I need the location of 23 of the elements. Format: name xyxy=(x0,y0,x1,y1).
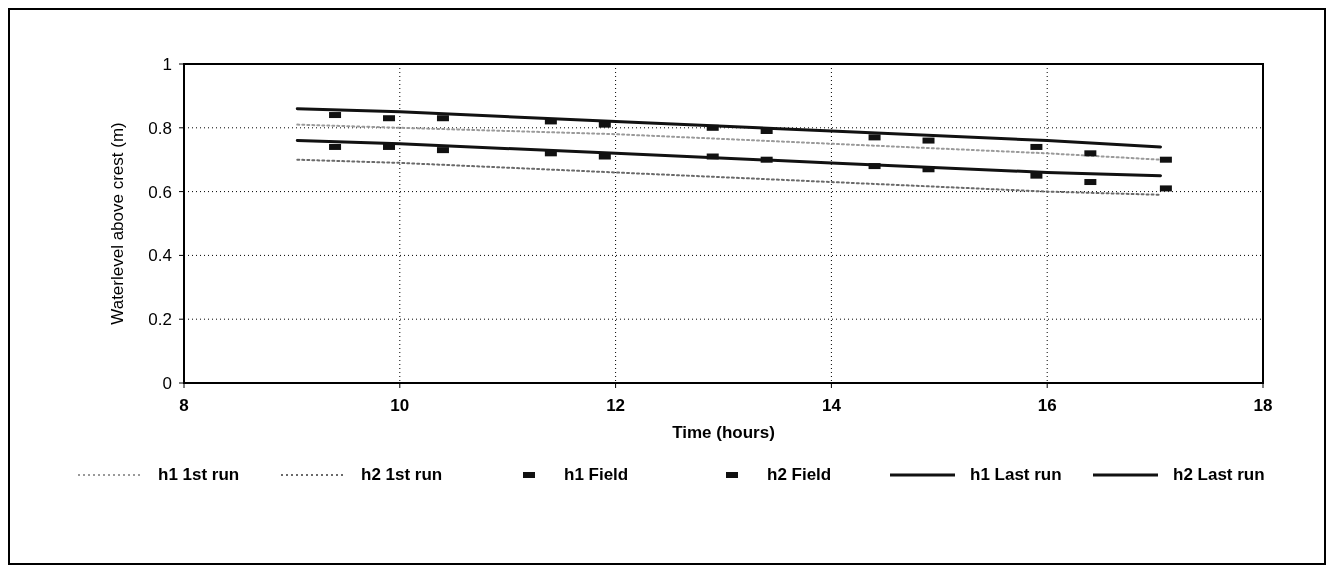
y-tick-label: 0.8 xyxy=(148,118,172,138)
legend-label: h1 Last run xyxy=(970,465,1062,484)
y-tick-label: 0.4 xyxy=(148,246,172,266)
x-tick-label: 8 xyxy=(179,396,189,415)
legend-label: h2 1st run xyxy=(361,465,443,484)
y-tick-label: 1 xyxy=(162,55,172,74)
x-tick-label: 12 xyxy=(606,396,626,415)
y-tick-label: 0 xyxy=(162,374,172,393)
y-axis-title: Waterlevel above crest (m) xyxy=(108,122,127,325)
legend-label: h1 Field xyxy=(564,465,629,484)
line-series xyxy=(295,107,1162,149)
legend-label: h2 Last run xyxy=(1173,465,1265,484)
y-tick-label: 0.6 xyxy=(148,182,172,202)
line-series xyxy=(295,139,1162,178)
x-tick-label: 14 xyxy=(821,396,842,415)
x-tick-label: 10 xyxy=(390,396,410,415)
x-axis-title: Time (hours) xyxy=(672,423,775,442)
legend-label: h1 1st run xyxy=(158,465,240,484)
y-tick-label: 0.2 xyxy=(148,310,172,330)
line-series xyxy=(296,158,1162,196)
legend-label: h2 Field xyxy=(767,465,832,484)
x-tick-label: 16 xyxy=(1037,396,1057,415)
x-tick-label: 18 xyxy=(1253,396,1273,415)
